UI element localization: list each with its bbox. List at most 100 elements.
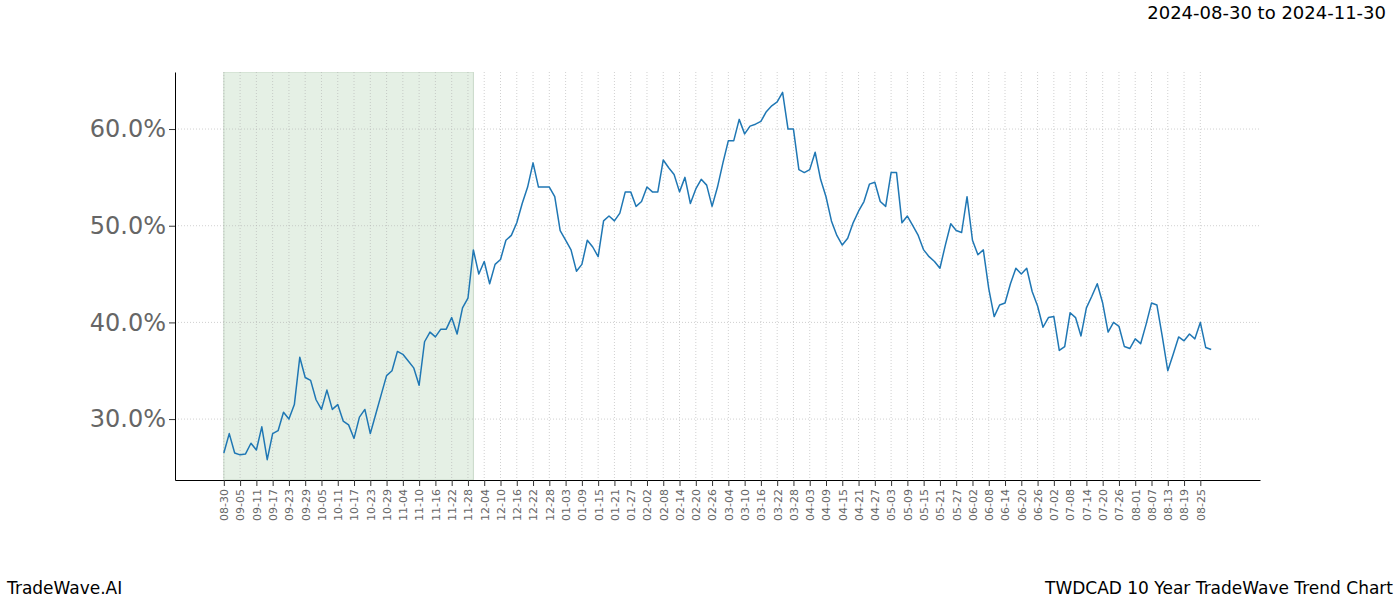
x-tick-label: 09-05 xyxy=(234,489,247,521)
grid-line-y xyxy=(175,419,1260,420)
x-tick-mark xyxy=(533,480,534,486)
x-tick-label: 12-22 xyxy=(527,489,540,521)
y-tick-label: 50.0% xyxy=(90,212,166,240)
x-tick: 11-04 xyxy=(397,480,410,521)
x-tick-mark xyxy=(1054,480,1055,486)
x-tick-label: 05-27 xyxy=(951,489,964,521)
grid-line-x xyxy=(1151,72,1152,480)
grid xyxy=(175,72,1260,480)
x-tick: 06-02 xyxy=(967,480,980,521)
y-tick: 50.0% xyxy=(90,212,175,240)
x-tick-label: 05-21 xyxy=(934,489,947,521)
x-tick-mark xyxy=(696,480,697,486)
x-tick-mark xyxy=(1005,480,1006,486)
x-tick-label: 10-05 xyxy=(316,489,329,521)
y-tick-mark xyxy=(169,129,175,130)
grid-line-x xyxy=(272,72,273,480)
x-tick: 08-19 xyxy=(1178,480,1191,521)
x-tick-mark xyxy=(370,480,371,486)
highlight-layer xyxy=(224,72,474,480)
x-tick-mark xyxy=(777,480,778,486)
x-tick-mark xyxy=(1038,480,1039,486)
x-tick: 07-20 xyxy=(1097,480,1110,521)
x-tick-label: 04-15 xyxy=(837,489,850,521)
x-tick-label: 02-02 xyxy=(641,489,654,521)
x-tick-label: 09-23 xyxy=(283,489,296,521)
x-tick-mark xyxy=(387,480,388,486)
y-tick-label: 30.0% xyxy=(90,405,166,433)
x-tick-label: 12-28 xyxy=(544,489,557,521)
x-tick-label: 08-25 xyxy=(1195,489,1208,521)
x-tick-mark xyxy=(810,480,811,486)
grid-line-x xyxy=(1118,72,1119,480)
x-tick-label: 07-26 xyxy=(1113,489,1126,521)
x-tick-label: 05-15 xyxy=(918,489,931,521)
x-tick: 07-14 xyxy=(1081,480,1094,521)
x-tick-mark xyxy=(501,480,502,486)
x-axis: 08-3009-0509-1109-1709-2309-2910-0510-11… xyxy=(176,480,1261,521)
x-tick-label: 08-01 xyxy=(1130,489,1143,521)
x-tick: 08-30 xyxy=(218,480,231,521)
x-tick: 05-15 xyxy=(918,480,931,521)
x-tick: 07-02 xyxy=(1048,480,1061,521)
x-tick-label: 07-08 xyxy=(1064,489,1077,521)
grid-line-x xyxy=(809,72,810,480)
x-tick: 11-28 xyxy=(462,480,475,521)
x-tick-label: 02-20 xyxy=(690,489,703,521)
grid-line-x xyxy=(1005,72,1006,480)
x-tick-label: 04-21 xyxy=(853,489,866,521)
x-tick: 07-26 xyxy=(1113,480,1126,521)
x-tick-mark xyxy=(305,480,306,486)
x-tick: 08-07 xyxy=(1146,480,1159,521)
y-tick-mark xyxy=(169,322,175,323)
grid-line-x xyxy=(386,72,387,480)
x-tick-label: 01-21 xyxy=(609,489,622,521)
grid-line-y xyxy=(175,225,1260,226)
x-tick-mark xyxy=(1070,480,1071,486)
x-tick-mark xyxy=(1021,480,1022,486)
x-tick: 11-16 xyxy=(430,480,443,521)
x-tick-mark xyxy=(826,480,827,486)
x-tick: 02-14 xyxy=(674,480,687,521)
x-tick: 06-14 xyxy=(999,480,1012,521)
x-tick-mark xyxy=(1184,480,1185,486)
grid-line-x xyxy=(435,72,436,480)
x-tick-mark xyxy=(761,480,762,486)
x-tick: 05-27 xyxy=(951,480,964,521)
x-tick-mark xyxy=(680,480,681,486)
x-tick: 12-16 xyxy=(511,480,524,521)
x-tick-label: 11-10 xyxy=(413,489,426,521)
x-tick: 01-03 xyxy=(560,480,573,521)
x-tick-mark xyxy=(224,480,225,486)
grid-line-y xyxy=(175,129,1260,130)
x-tick-mark xyxy=(1152,480,1153,486)
x-tick: 01-21 xyxy=(609,480,622,521)
x-tick: 09-29 xyxy=(300,480,313,521)
x-tick: 03-10 xyxy=(739,480,752,521)
y-tick-mark xyxy=(169,419,175,420)
x-tick-label: 06-20 xyxy=(1016,489,1029,521)
x-tick: 09-23 xyxy=(283,480,296,521)
x-tick: 09-11 xyxy=(251,480,264,521)
x-tick: 02-02 xyxy=(641,480,654,521)
x-tick: 12-22 xyxy=(527,480,540,521)
x-tick-label: 01-03 xyxy=(560,489,573,521)
x-tick-label: 07-14 xyxy=(1081,489,1094,521)
x-tick-mark xyxy=(972,480,973,486)
x-tick-label: 03-04 xyxy=(723,489,736,521)
x-tick: 06-08 xyxy=(983,480,996,521)
x-tick-label: 11-16 xyxy=(430,489,443,521)
x-tick: 12-04 xyxy=(479,480,492,521)
x-tick-label: 10-29 xyxy=(381,489,394,521)
grid-line-x xyxy=(858,72,859,480)
x-tick-mark xyxy=(1135,480,1136,486)
grid-line-x xyxy=(891,72,892,480)
x-tick: 02-20 xyxy=(690,480,703,521)
trend-line xyxy=(224,92,1211,459)
grid-line-x xyxy=(614,72,615,480)
y-tick-label: 40.0% xyxy=(90,309,166,337)
y-tick: 40.0% xyxy=(90,309,175,337)
x-tick-mark xyxy=(1086,480,1087,486)
x-tick-label: 03-22 xyxy=(772,489,785,521)
x-tick: 10-29 xyxy=(381,480,394,521)
